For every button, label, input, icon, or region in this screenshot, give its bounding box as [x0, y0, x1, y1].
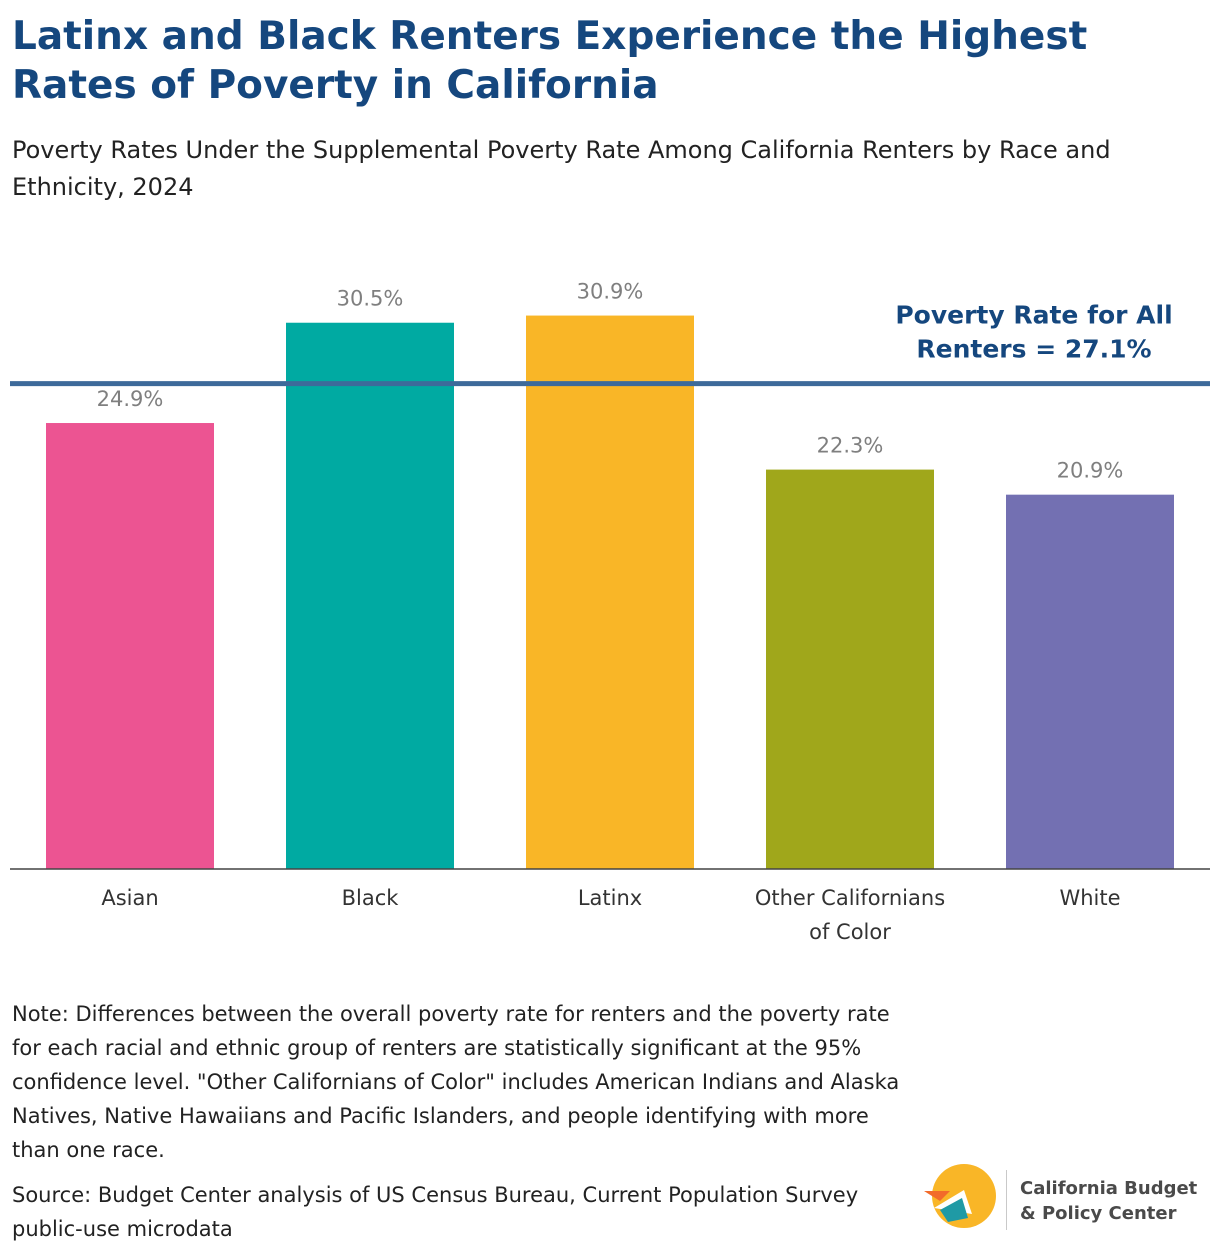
category-label: White	[1059, 886, 1120, 910]
category-label: Black	[342, 886, 400, 910]
logo-mark-icon	[924, 1164, 996, 1228]
bar-other-californians-of-color	[766, 469, 934, 869]
bar-value-label: 30.9%	[577, 280, 644, 304]
reference-label-line: Poverty Rate for All	[895, 301, 1172, 330]
source-note: Source: Budget Center analysis of US Cen…	[12, 1183, 859, 1241]
bar-white	[1006, 494, 1174, 869]
category-labels-layer: Asian Black Latinx Other Californians of Col…	[101, 886, 1120, 944]
bar-value-label: 22.3%	[817, 434, 884, 458]
value-labels-layer: 24.9% 30.5% 30.9% 22.3% 20.9%	[97, 280, 1124, 483]
bar-black	[286, 322, 454, 870]
chart-title: Latinx and Black Renters Experience the …	[12, 14, 1088, 108]
budget-center-logo: California Budget & Policy Center	[918, 1160, 1208, 1234]
category-label: Latinx	[578, 886, 642, 910]
chart-subtitle: Poverty Rates Under the Supplemental Pov…	[12, 136, 1111, 201]
category-label: of Color	[809, 920, 891, 944]
logo-line-1: California Budget	[1020, 1178, 1198, 1199]
bars-layer	[46, 315, 1174, 870]
logo-divider	[1006, 1170, 1007, 1230]
reference-label-line: Renters = 27.1%	[916, 335, 1151, 364]
reference-line-label: Poverty Rate for All Renters = 27.1%	[895, 301, 1172, 364]
category-label: Other Californians	[755, 886, 945, 910]
logo-line-2: & Policy Center	[1020, 1203, 1177, 1224]
bar-value-label: 20.9%	[1057, 459, 1124, 483]
bar-value-label: 30.5%	[337, 287, 404, 311]
footnote: Note: Differences between the overall po…	[12, 1002, 900, 1162]
bar-value-label: 24.9%	[97, 387, 164, 411]
bar-latinx	[526, 315, 694, 870]
bar-chart: 24.9% 30.5% 30.9% 22.3% 20.9% Asian Black Lati…	[10, 280, 1210, 944]
bar-asian	[46, 423, 214, 869]
logo-wordmark: California Budget & Policy Center	[1020, 1176, 1197, 1226]
category-label: Asian	[101, 886, 158, 910]
